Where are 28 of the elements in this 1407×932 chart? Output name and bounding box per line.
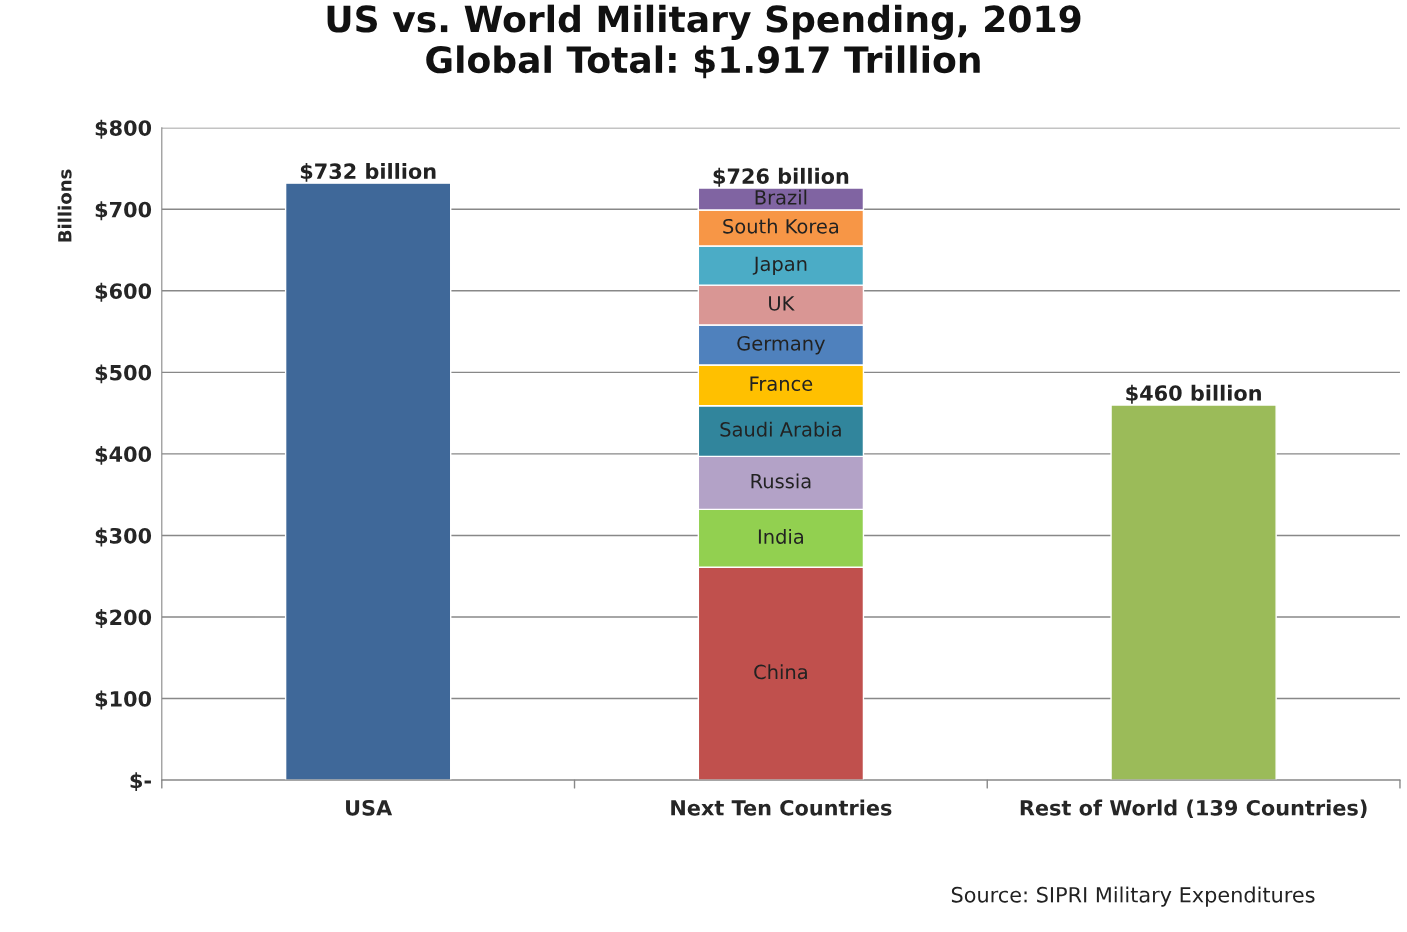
series-label: South Korea — [723, 218, 839, 234]
series-label: India — [758, 528, 803, 544]
series-label: Saudi Arabia — [720, 421, 841, 437]
y-axis-title: Billions — [57, 169, 72, 242]
series-label: Germany — [737, 335, 825, 355]
series-label: China — [754, 664, 807, 680]
y-tick-label: $- — [130, 772, 151, 792]
total-label: $732 billion — [300, 162, 436, 182]
y-tick-label: $300 — [95, 527, 152, 547]
series-label: France — [750, 376, 813, 392]
chart-title: US vs. World Military Spending, 2019 Global Total: $1.917 Trillion — [327, 4, 1081, 79]
series-label: Japan — [752, 256, 807, 275]
y-tick-label: $600 — [95, 282, 152, 302]
y-tick-label: $400 — [95, 445, 152, 465]
x-tick-label: Rest of World (139 Countries) — [1020, 799, 1367, 819]
series-label: Brazil — [755, 189, 807, 205]
total-label: $726 billion — [713, 167, 849, 187]
series-label: UK — [769, 296, 795, 311]
source-note: Source: SIPRI Military Expenditures — [951, 886, 1315, 907]
y-tick-label: $100 — [95, 690, 152, 710]
x-tick-label: USA — [346, 799, 393, 816]
series-label: Russia — [751, 473, 811, 489]
y-tick-label: $800 — [95, 119, 152, 139]
y-tick-label: $200 — [95, 609, 152, 628]
total-label: $460 billion — [1126, 384, 1261, 404]
x-tick-label: Next Ten Countries — [671, 799, 892, 816]
y-tick-label: $500 — [95, 364, 152, 384]
y-tick-label: $700 — [95, 201, 152, 221]
